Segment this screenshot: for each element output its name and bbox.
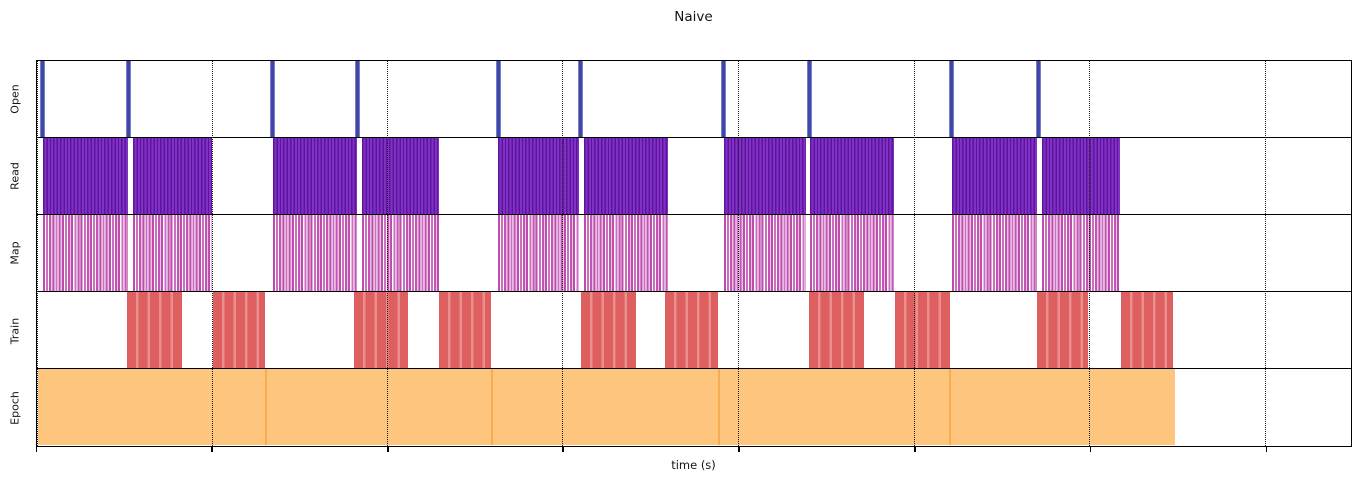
x-tick (35, 446, 38, 452)
train-interval (212, 292, 265, 369)
map-interval (951, 215, 1038, 292)
row-label-read: Read (8, 162, 22, 190)
read-interval (272, 138, 358, 215)
open-spike (577, 61, 583, 138)
open-spike (40, 61, 46, 138)
train-interval (581, 292, 637, 369)
map-interval (42, 215, 128, 292)
gridline (737, 61, 739, 446)
open-spike (721, 61, 727, 138)
train-interval (808, 292, 864, 369)
rows-container (36, 61, 1351, 446)
train-interval (126, 292, 182, 369)
gridline (211, 61, 213, 446)
gridline (913, 61, 915, 446)
map-interval (723, 215, 806, 292)
read-interval (132, 138, 212, 215)
map-interval (1042, 215, 1121, 292)
train-interval (1121, 292, 1174, 369)
map-interval (132, 215, 212, 292)
open-spike (807, 61, 813, 138)
gridline (562, 61, 564, 446)
epoch-interval (491, 369, 718, 446)
plot-area (35, 60, 1352, 447)
open-spike (495, 61, 501, 138)
gridline (387, 61, 389, 446)
row-label-map: Map (8, 241, 22, 265)
epoch-interval (717, 369, 949, 446)
row-open (36, 61, 1351, 139)
map-interval (272, 215, 358, 292)
epoch-interval (264, 369, 492, 446)
map-interval (498, 215, 580, 292)
open-spike (1035, 61, 1041, 138)
gridline (1089, 61, 1091, 446)
x-tick (210, 446, 213, 452)
read-interval (362, 138, 440, 215)
map-interval (584, 215, 668, 292)
read-interval (42, 138, 128, 215)
read-interval (951, 138, 1038, 215)
row-label-open: Open (8, 83, 22, 114)
open-spike (949, 61, 955, 138)
row-read (36, 138, 1351, 216)
train-interval (1037, 292, 1089, 369)
x-tick (914, 446, 916, 452)
x-tick (1265, 446, 1268, 452)
gridline (1265, 61, 1267, 446)
gridline (36, 61, 38, 446)
train-interval (894, 292, 950, 369)
open-spike (270, 61, 276, 138)
x-tick (1089, 446, 1092, 452)
x-tick (387, 446, 389, 452)
map-interval (362, 215, 440, 292)
row-train (36, 292, 1351, 370)
read-interval (498, 138, 580, 215)
epoch-interval (37, 369, 265, 446)
open-spike (355, 61, 360, 138)
train-interval (439, 292, 492, 369)
read-interval (809, 138, 894, 215)
x-axis-label: time (s) (671, 458, 716, 472)
open-spike (125, 61, 131, 138)
read-interval (584, 138, 668, 215)
train-interval (665, 292, 718, 369)
x-tick (562, 446, 564, 452)
train-interval (353, 292, 409, 369)
epoch-interval (948, 369, 1176, 446)
row-label-epoch: Epoch (8, 391, 22, 425)
row-label-train: Train (8, 317, 22, 344)
map-interval (809, 215, 894, 292)
row-map (36, 215, 1351, 293)
read-interval (1042, 138, 1121, 215)
chart-title: Naive (674, 9, 713, 25)
row-epoch (36, 369, 1351, 446)
read-interval (723, 138, 806, 215)
x-tick (737, 446, 740, 452)
